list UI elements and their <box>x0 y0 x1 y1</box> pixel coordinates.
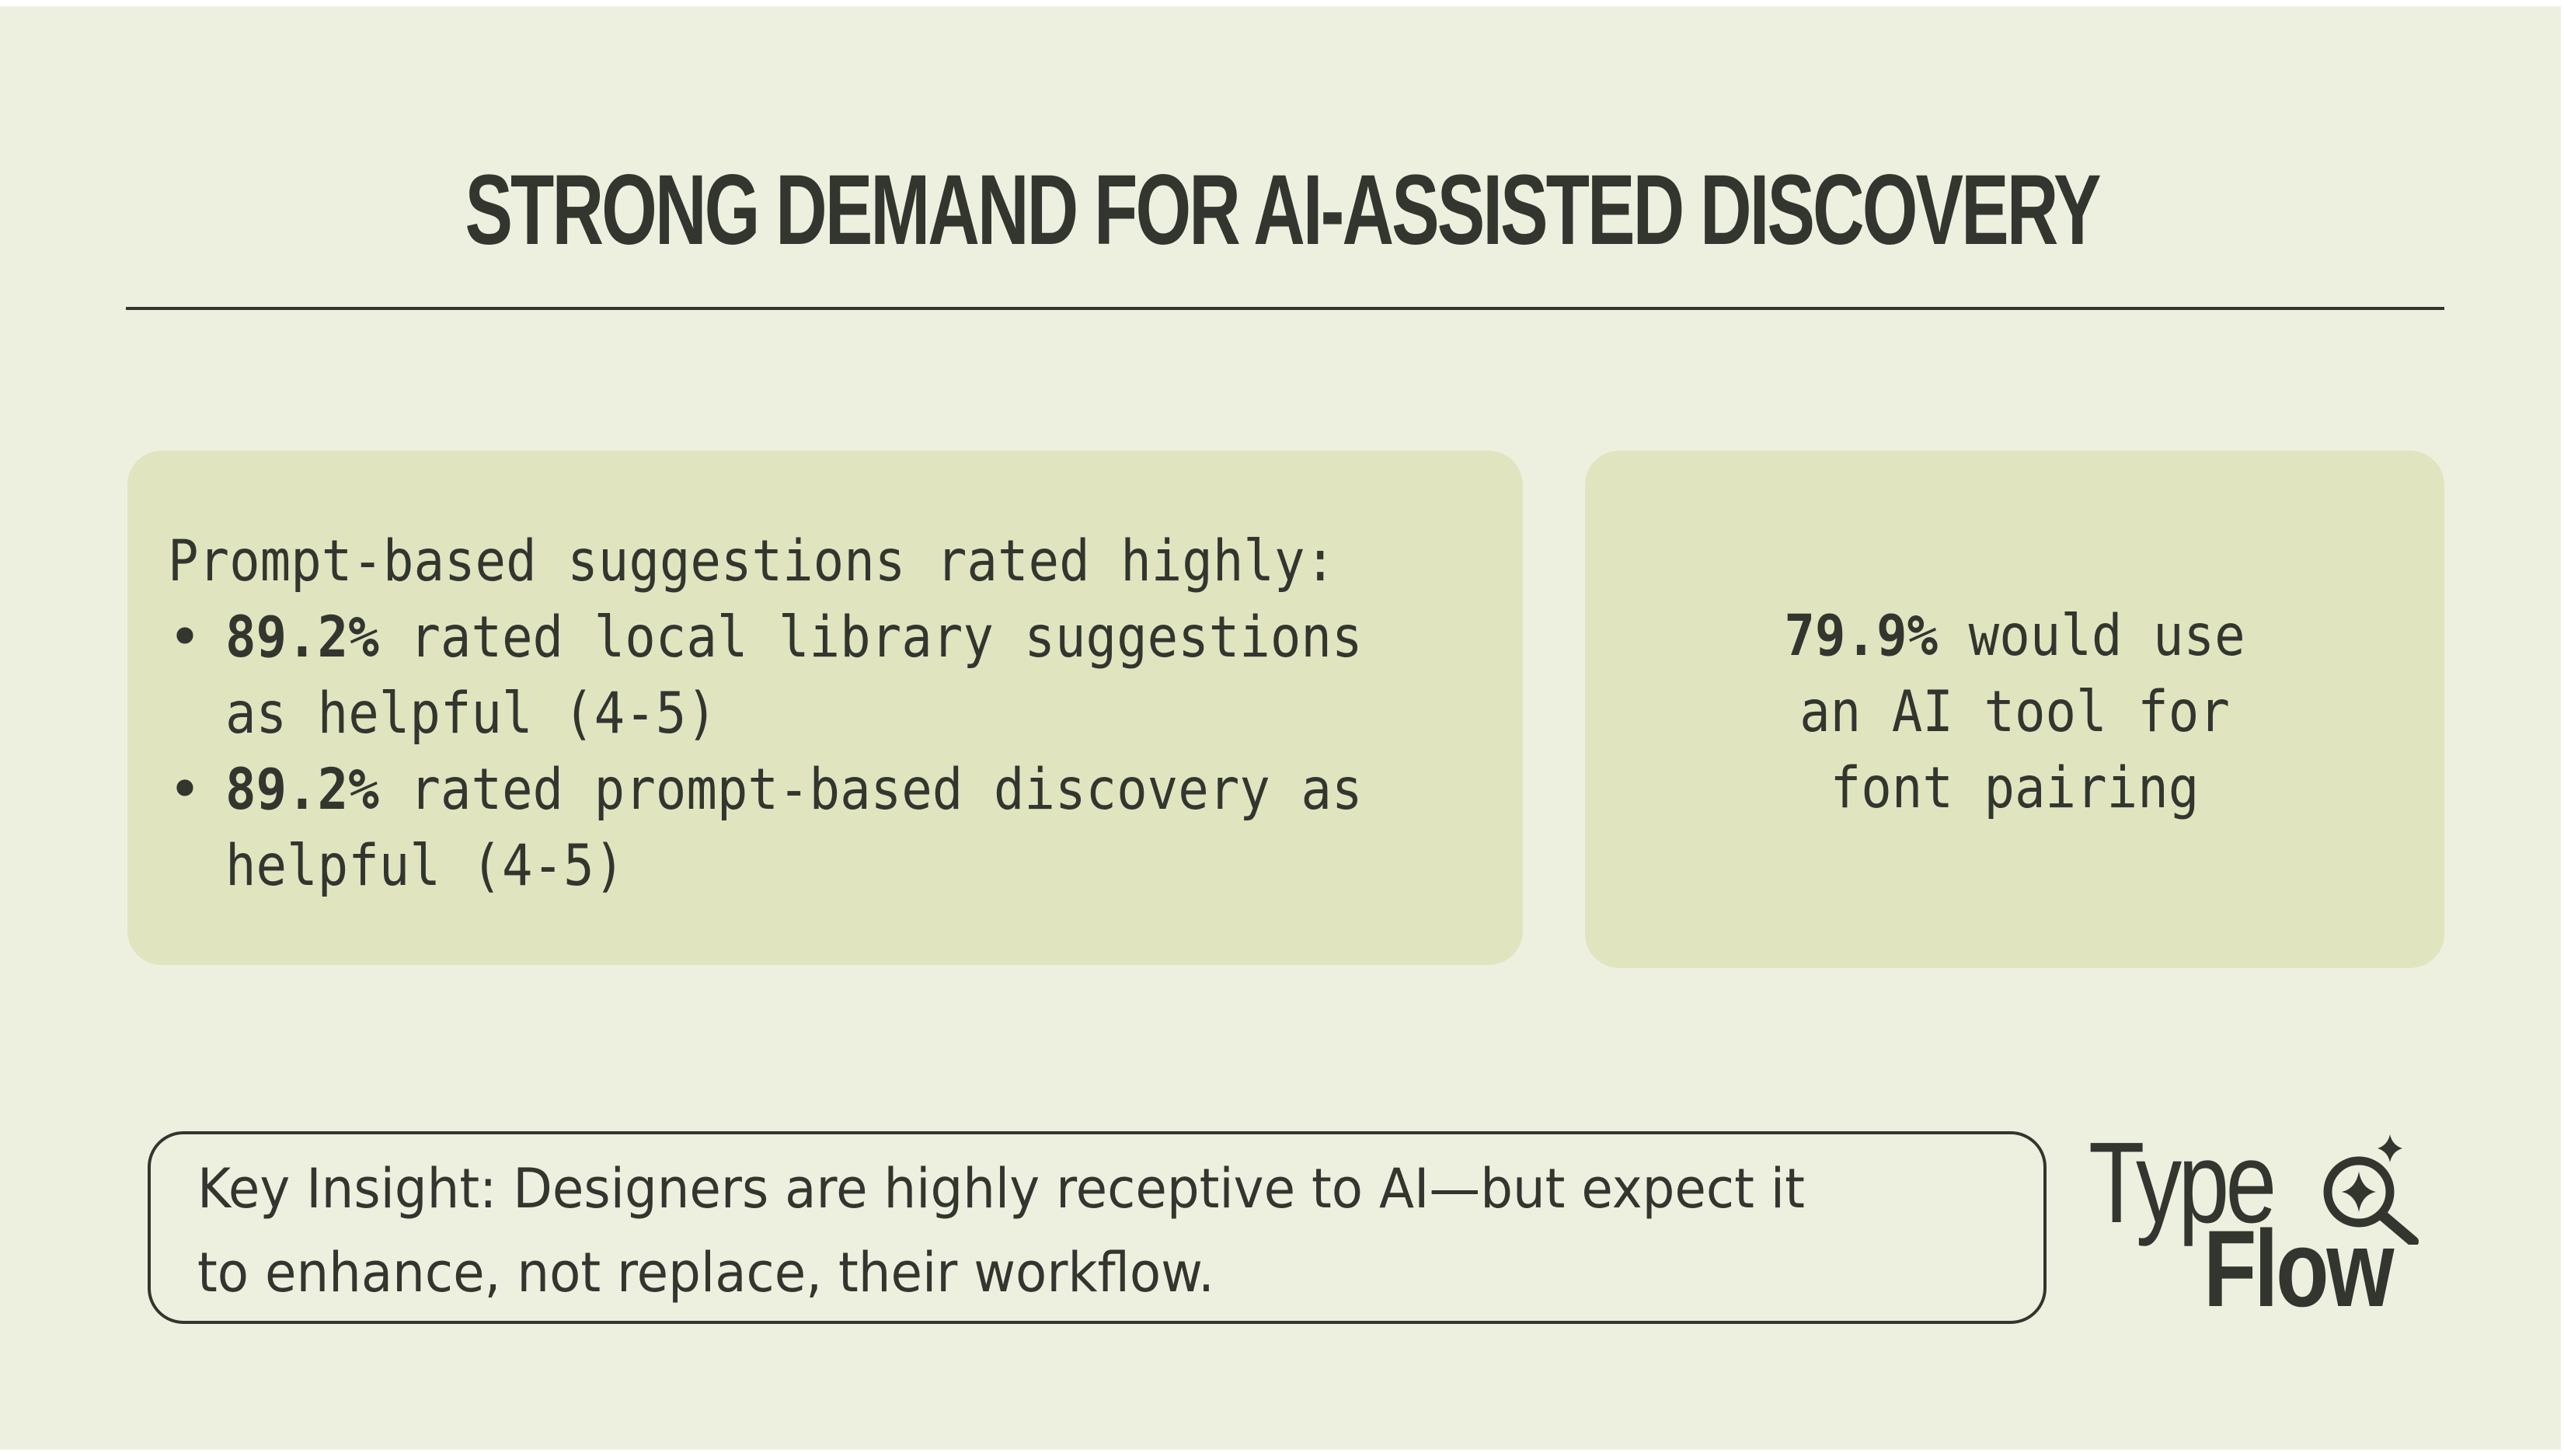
right-card-line: font pairing <box>1830 755 2200 821</box>
logo-word-type: Type <box>2088 1119 2277 1247</box>
title-divider <box>126 307 2444 310</box>
key-insight-box: Key Insight: Designers are highly recept… <box>148 1131 2047 1324</box>
bullet-line-continued: helpful (4-5) <box>225 833 625 899</box>
bullet-dot: • <box>168 757 202 823</box>
bullet-text: rated local library suggestions <box>378 604 1363 671</box>
card-heading: Prompt-based suggestions rated highly: <box>168 528 1336 594</box>
stats-card-left-content: Prompt-based suggestions rated highly: •… <box>168 524 1489 904</box>
slide-title: STRONG DEMAND FOR AI-ASSISTED DISCOVERY <box>465 155 2101 266</box>
bullet-dot: • <box>168 604 202 671</box>
stats-card-right: 79.9% would use an AI tool for font pair… <box>1585 451 2444 968</box>
key-insight-line: to enhance, not replace, their workflow. <box>197 1241 1214 1304</box>
bullet-line: 89.2% rated local library suggestions <box>225 600 1363 676</box>
bullet-line: 89.2% rated prompt-based discovery as <box>225 752 1363 828</box>
key-insight-line: Key Insight: Designers are highly recept… <box>197 1157 1805 1221</box>
bullet-stat: 89.2% <box>225 604 379 671</box>
bullet-item: • 89.2% rated local library suggestions … <box>168 600 1489 752</box>
right-card-line: 79.9% would use <box>1628 598 2401 674</box>
key-insight-text: Key Insight: Designers are highly recept… <box>197 1147 1935 1315</box>
right-card-line: an AI tool for <box>1799 679 2230 745</box>
stats-card-right-content: 79.9% would use an AI tool for font pair… <box>1585 598 2444 827</box>
right-card-stat: 79.9% <box>1784 603 1939 669</box>
typeflow-logo: Type Flow <box>2088 1119 2419 1335</box>
logo-word-flow: Flow <box>2203 1207 2394 1329</box>
slide: STRONG DEMAND FOR AI-ASSISTED DISCOVERY … <box>0 6 2561 1450</box>
bullet-stat: 89.2% <box>225 757 379 823</box>
stats-card-left: Prompt-based suggestions rated highly: •… <box>127 451 1523 965</box>
bullet-item: • 89.2% rated prompt-based discovery as … <box>168 752 1489 904</box>
magnifier-sparkle-icon <box>2323 1134 2419 1245</box>
right-card-text: would use <box>1938 603 2245 669</box>
bullet-text: rated prompt-based discovery as <box>378 757 1363 823</box>
bullet-line-continued: as helpful (4-5) <box>225 681 717 747</box>
